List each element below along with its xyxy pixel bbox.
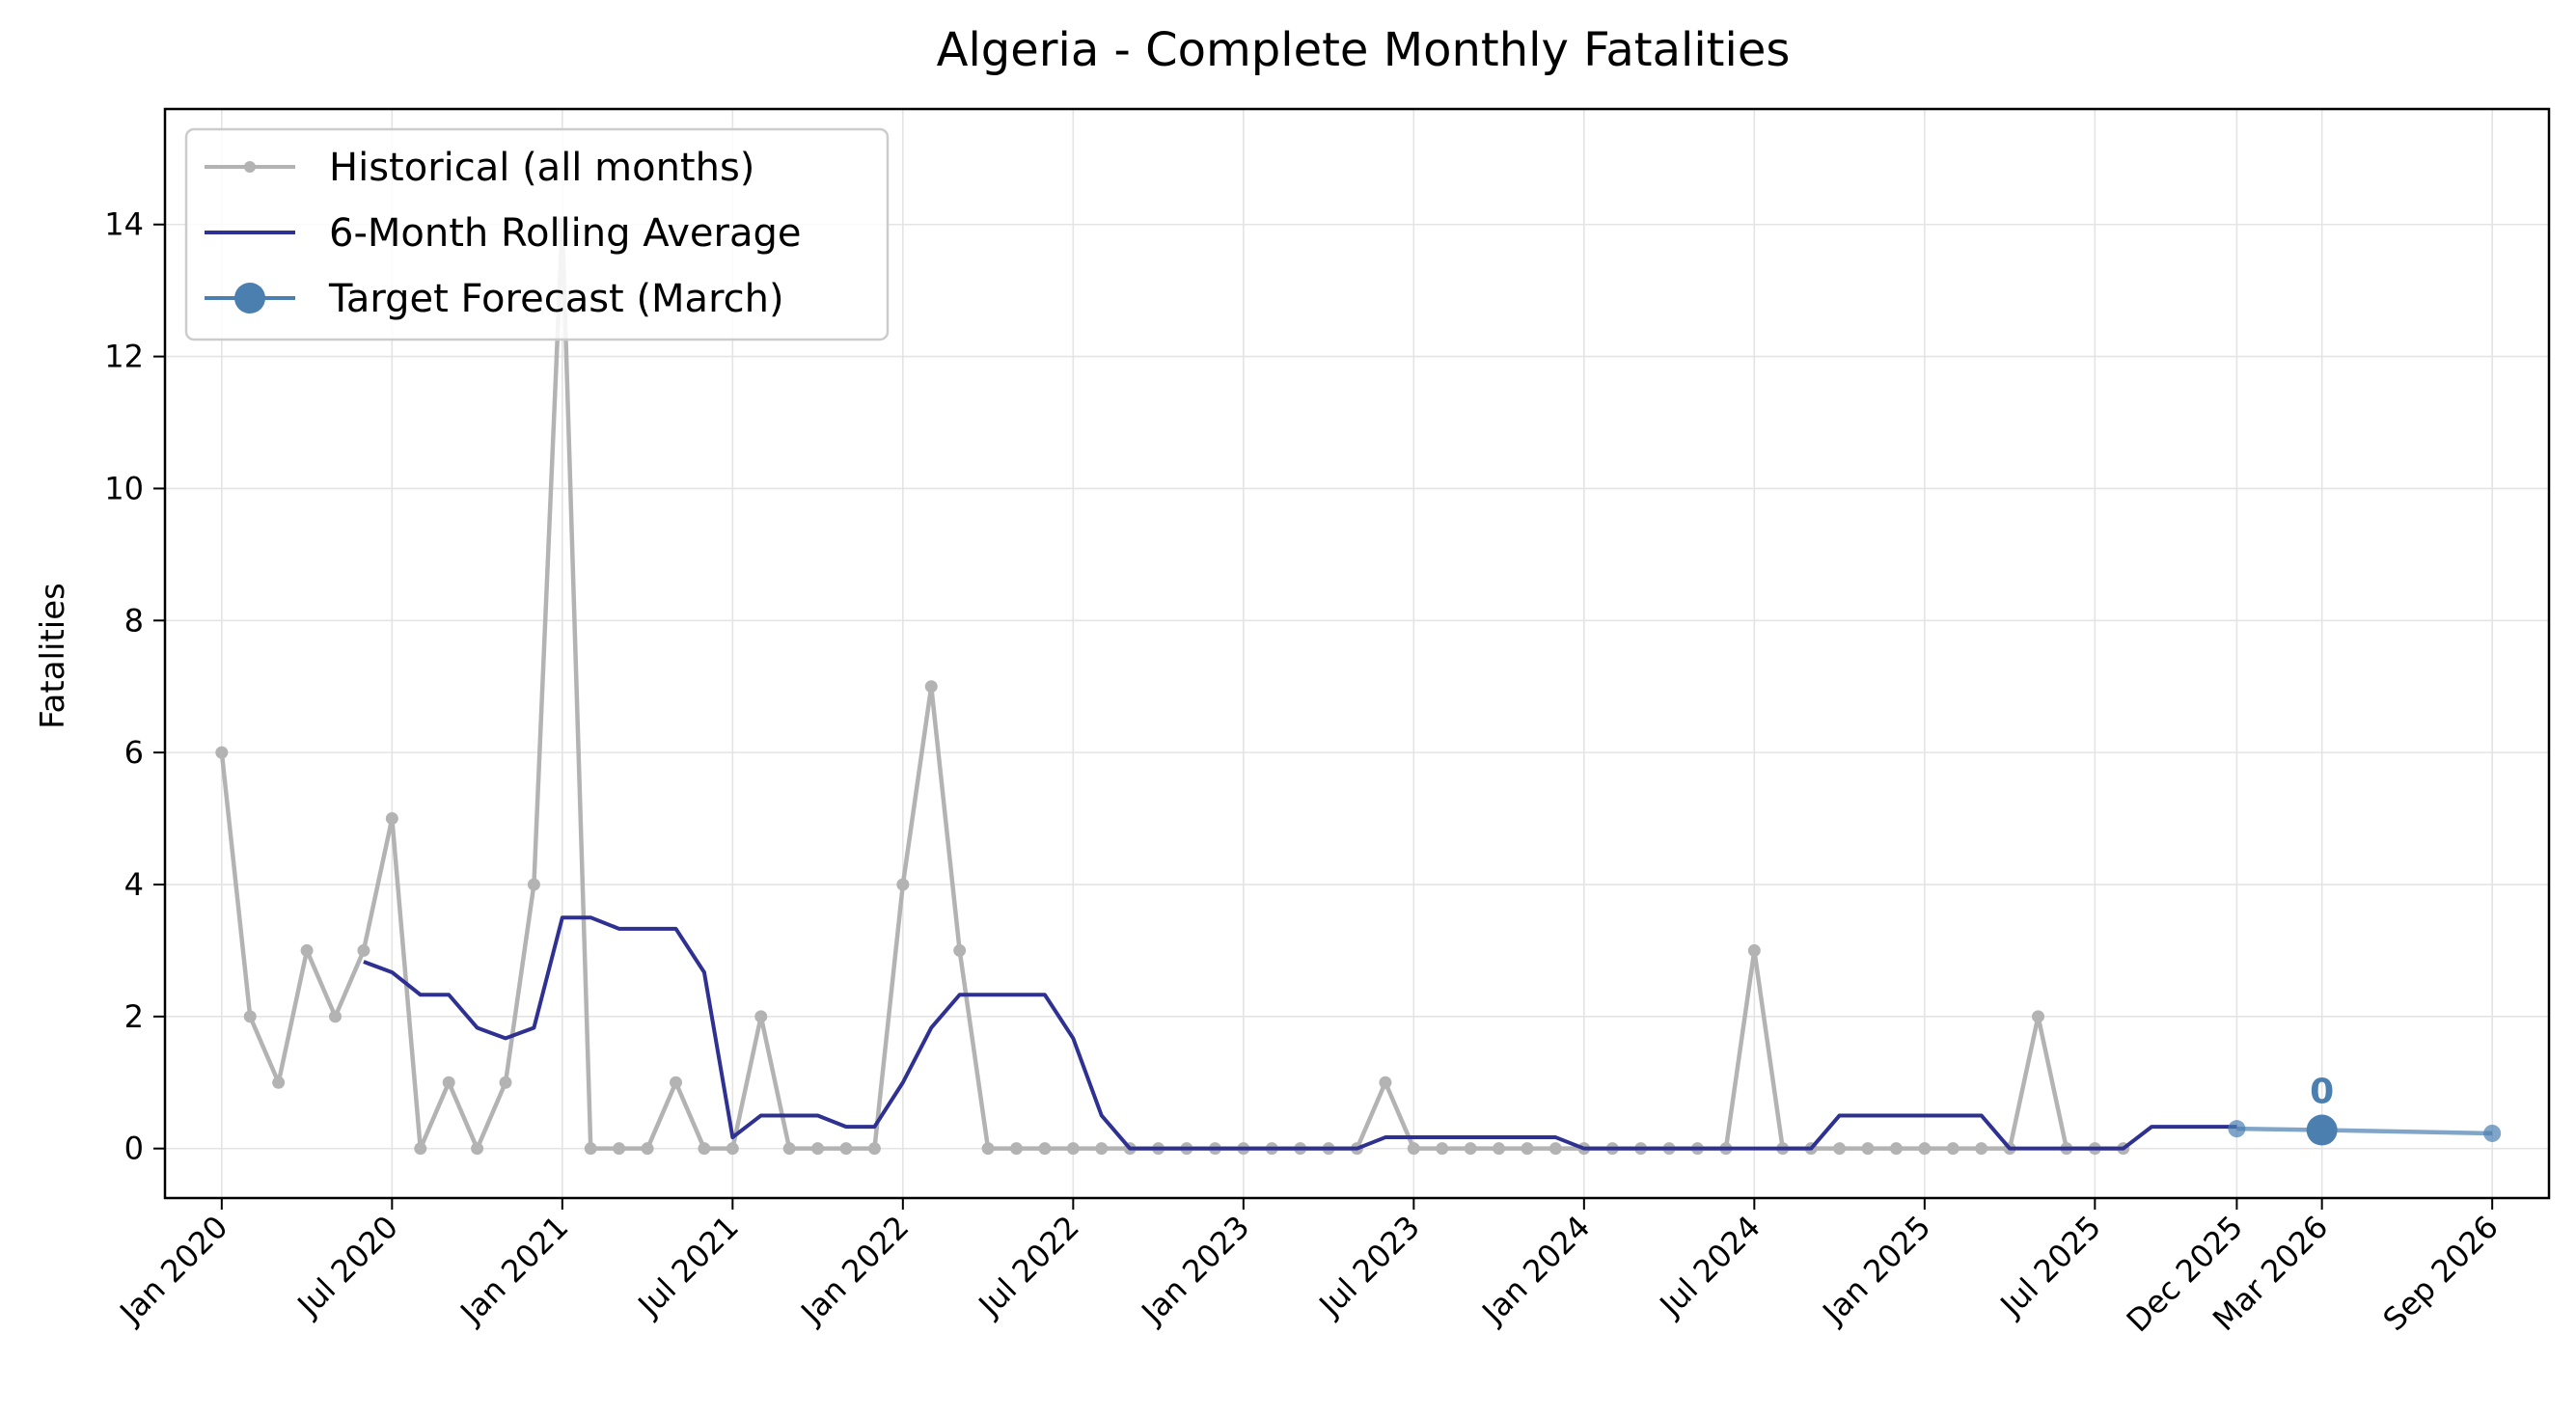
historical-point — [1861, 1142, 1875, 1156]
historical-point — [385, 812, 398, 826]
forecast-point — [2483, 1124, 2502, 1142]
historical-point — [1464, 1142, 1477, 1156]
y-tick-label: 2 — [124, 998, 144, 1035]
historical-point — [527, 878, 540, 891]
historical-point — [867, 1142, 881, 1156]
historical-point — [924, 680, 938, 694]
historical-point — [896, 878, 910, 891]
historical-point — [329, 1010, 342, 1023]
historical-point — [1975, 1142, 1988, 1156]
plot-frame — [163, 107, 2551, 1200]
historical-point — [1010, 1142, 1023, 1156]
historical-point — [1379, 1076, 1392, 1089]
historical-point — [981, 1142, 995, 1156]
forecast-point — [2228, 1120, 2246, 1138]
historical-point — [499, 1076, 512, 1089]
historical-point — [584, 1142, 597, 1156]
historical-point — [1521, 1142, 1534, 1156]
historical-point — [1889, 1142, 1903, 1156]
legend-frame — [184, 127, 890, 341]
historical-point — [670, 1076, 682, 1089]
historical-point — [1436, 1142, 1449, 1156]
legend-forecast-label: Target Forecast (March) — [328, 277, 784, 321]
y-tick-label: 14 — [104, 206, 144, 243]
y-tick-label: 4 — [124, 866, 144, 903]
historical-point — [1407, 1142, 1420, 1156]
historical-point — [754, 1010, 768, 1023]
chart-title: Algeria - Complete Monthly Fatalities — [937, 23, 1791, 77]
historical-point — [300, 943, 314, 957]
historical-point — [698, 1142, 711, 1156]
plot-series: 0 — [215, 218, 2502, 1156]
historical-point — [357, 943, 370, 957]
legend-forecast-swatch-marker — [234, 283, 265, 313]
y-tick-label: 12 — [104, 339, 144, 375]
historical-point — [1548, 1142, 1562, 1156]
forecast-value-label: 0 — [2310, 1073, 2334, 1112]
historical-point — [1095, 1142, 1109, 1156]
historical-point — [1493, 1142, 1506, 1156]
forecast-target-point — [2306, 1114, 2338, 1146]
historical-point — [1038, 1142, 1052, 1156]
historical-point — [243, 1010, 257, 1023]
y-axis-label: Fatalities — [34, 583, 72, 729]
historical-point — [726, 1142, 739, 1156]
historical-point — [414, 1142, 427, 1156]
legend-historical-swatch-marker — [244, 161, 256, 173]
legend-rolling-label: 6-Month Rolling Average — [329, 211, 802, 256]
historical-point — [782, 1142, 796, 1156]
historical-point — [442, 1076, 455, 1089]
y-tick-label: 8 — [124, 602, 144, 639]
historical-point — [1918, 1142, 1932, 1156]
historical-point — [1747, 943, 1761, 957]
historical-point — [953, 943, 967, 957]
y-axis: 0 2 4 6 8 10 12 14 — [104, 206, 165, 1167]
rolling-average-line — [363, 915, 2237, 1151]
historical-point — [811, 1142, 825, 1156]
historical-point — [215, 746, 229, 759]
historical-point — [471, 1142, 484, 1156]
historical-point — [2032, 1010, 2044, 1023]
historical-point — [613, 1142, 626, 1156]
legend: Historical (all months) 6-Month Rolling … — [184, 127, 890, 341]
historical-point — [1946, 1142, 1959, 1156]
historical-point — [1833, 1142, 1847, 1156]
y-tick-label: 6 — [124, 734, 144, 771]
historical-point — [1066, 1142, 1080, 1156]
historical-point — [272, 1076, 286, 1089]
historical-point — [839, 1142, 853, 1156]
historical-point — [641, 1142, 654, 1156]
legend-historical-label: Historical (all months) — [329, 146, 754, 190]
y-tick-label: 0 — [124, 1131, 144, 1167]
y-tick-label: 10 — [104, 470, 144, 506]
